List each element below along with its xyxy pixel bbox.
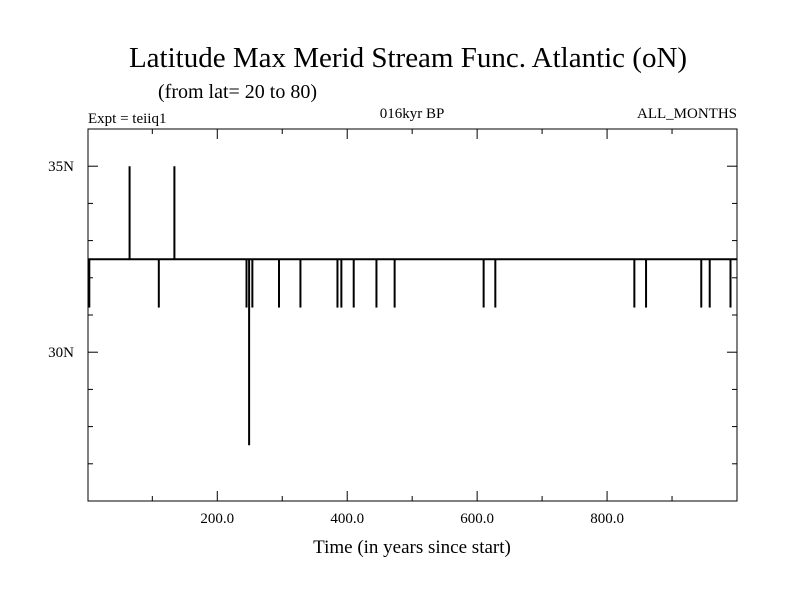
chart-title: Latitude Max Merid Stream Func. Atlantic…: [129, 42, 687, 74]
x-tick-label: 600.0: [460, 511, 494, 527]
x-axis-label: Time (in years since start): [313, 537, 511, 558]
experiment-label: Expt = teiiq1: [88, 111, 166, 127]
y-tick-label: 30N: [48, 345, 74, 361]
x-tick-label: 400.0: [330, 511, 364, 527]
x-tick-label: 200.0: [200, 511, 234, 527]
chart-subtitle: (from lat= 20 to 80): [158, 81, 317, 103]
x-tick-label: 800.0: [590, 511, 624, 527]
plot-frame: [87, 128, 738, 502]
y-axis-ticks: 30N 35N: [48, 159, 737, 465]
series-line: [88, 166, 737, 446]
x-axis-ticks: 200.0 400.0 600.0 800.0: [151, 129, 673, 527]
period-label: 016kyr BP: [380, 106, 445, 122]
months-label: ALL_MONTHS: [637, 106, 737, 122]
y-tick-label: 35N: [48, 159, 74, 175]
